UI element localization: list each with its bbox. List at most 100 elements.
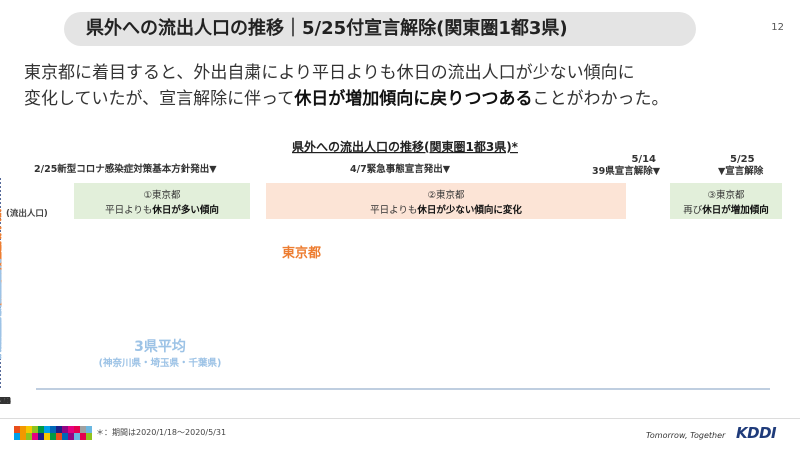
- phase-title: ①東京都: [143, 189, 181, 201]
- brand-dots-logo: [14, 426, 92, 440]
- event-label: 4/7緊急事態宣言発出▼: [350, 163, 451, 175]
- summary-line-1: 東京都に着目すると、外出自粛により平日よりも休日の流出人口が少ない傾向に: [24, 63, 635, 83]
- data-point: [0, 320, 2, 324]
- data-point: [0, 308, 2, 311]
- event-date-label: 5/14: [631, 154, 656, 165]
- phase-box-bg: [266, 183, 626, 219]
- phase-title: ③東京都: [707, 189, 745, 201]
- x-tick-label: 5/30: [0, 396, 11, 407]
- brand-tagline: Tomorrow, Together: [646, 431, 726, 440]
- x-tick-label: 5/23: [0, 396, 11, 407]
- summary-line-2-emphasis: 休日が増加傾向に戻りつつある: [294, 89, 533, 109]
- data-point: [0, 333, 2, 337]
- data-point: [0, 331, 2, 335]
- title-bar: [64, 12, 696, 46]
- x-tick-label: 4/18: [0, 396, 11, 407]
- x-tick-label: 4/4: [0, 396, 8, 407]
- phase-text-emphasis: 休日が増加傾向: [701, 204, 769, 216]
- x-tick-label: 3/14: [0, 396, 11, 407]
- x-tick-label: 2/1: [0, 396, 8, 407]
- brand-logo: KDDI: [736, 424, 777, 442]
- x-tick-label: 4/25: [0, 396, 11, 407]
- x-tick-label: 1/18: [0, 396, 11, 407]
- footer-divider: [0, 418, 800, 419]
- data-point: [0, 347, 2, 350]
- series-label-tokyo: 東京都: [282, 245, 321, 261]
- data-point: [0, 209, 2, 212]
- phase-text-a: 平日よりも: [105, 205, 152, 216]
- data-point: [0, 254, 2, 258]
- data-point: [0, 214, 2, 218]
- data-point: [0, 246, 2, 249]
- summary-line-2: 変化していたが、宣言解除に伴って休日が増加傾向に戻りつつあることがわかった。: [24, 86, 668, 112]
- chart-title: 県外への流出人口の推移(関東圏1都3県)*: [292, 139, 519, 154]
- x-tick-label: 3/28: [0, 396, 11, 407]
- phase-text-emphasis: 休日が少ない傾向に変化: [416, 204, 522, 216]
- event-date-label: 5/25: [730, 154, 755, 165]
- data-point: [0, 288, 2, 292]
- phase-description: 平日よりも休日が少ない傾向に変化: [370, 204, 522, 216]
- phase-title: ②東京都: [427, 189, 465, 201]
- data-point: [0, 212, 2, 216]
- phase-box-bg: [74, 183, 250, 219]
- data-point: [0, 226, 2, 229]
- series-labels: 東京都 3県平均 (神奈川県・埼玉県・千葉県): [99, 245, 321, 369]
- phase-description: 再び休日が増加傾向: [683, 204, 769, 216]
- data-point: [0, 285, 2, 289]
- data-point: [0, 301, 2, 304]
- x-tick-label: 3/7: [0, 396, 8, 407]
- data-point: [0, 273, 2, 276]
- data-point: [0, 236, 2, 240]
- data-point: [0, 304, 2, 308]
- x-tick-label: 2/29: [0, 396, 11, 407]
- y-axis-label: (流出人口): [6, 208, 48, 219]
- data-point: [0, 233, 2, 237]
- data-point: [0, 336, 2, 340]
- data-point: [0, 349, 2, 353]
- x-tick-label: 2/8: [0, 396, 8, 407]
- phase-text-emphasis: 休日が多い傾向: [151, 204, 219, 216]
- page-number: 12: [771, 22, 784, 33]
- x-tick-label: 2/15: [0, 396, 11, 407]
- line-chart: ①東京都平日よりも休日が多い傾向②東京都平日よりも休日が少ない傾向に変化③東京都…: [0, 139, 782, 407]
- x-tick-label: 3/21: [0, 396, 11, 407]
- phase-box-bg: [670, 183, 782, 219]
- data-point: [0, 241, 2, 245]
- data-point: [0, 282, 2, 286]
- x-tick-label: 5/2: [0, 396, 8, 407]
- footnote: ＊：期間は2020/1/18～2020/5/31: [96, 428, 227, 437]
- event-label: 2/25新型コロナ感染症対策基本方針発出▼: [34, 163, 217, 175]
- data-point: [0, 323, 2, 327]
- event-label: ▼宣言解除: [718, 165, 764, 177]
- x-tick-label: 2/22: [0, 396, 11, 407]
- event-markers: 2/25新型コロナ感染症対策基本方針発出▼ 4/7緊急事態宣言発出▼ 5/1439県…: [0, 154, 764, 388]
- x-tick-label: 4/11: [0, 396, 11, 407]
- data-point: [0, 327, 2, 330]
- page-title: 県外への流出人口の推移｜5/25付宣言解除(関東圏1都3県): [86, 18, 568, 39]
- data-point: [0, 258, 2, 262]
- data-point: [0, 265, 2, 269]
- x-tick-label: 1/25: [0, 396, 11, 407]
- data-point: [0, 317, 2, 320]
- summary-text: 東京都に着目すると、外出自粛により平日よりも休日の流出人口が少ない傾向に 変化し…: [24, 60, 668, 112]
- x-tick-label: 5/16: [0, 396, 11, 407]
- data-point: [0, 277, 2, 281]
- data-point: [0, 354, 2, 357]
- x-tick-labels: 1/181/252/12/82/152/222/293/73/143/213/2…: [0, 396, 11, 407]
- data-point: [0, 293, 2, 297]
- summary-line-2-c: ことがわかった。: [532, 89, 669, 109]
- phase-boxes: ①東京都平日よりも休日が多い傾向②東京都平日よりも休日が少ない傾向に変化③東京都…: [74, 183, 782, 219]
- phase-description: 平日よりも休日が多い傾向: [105, 204, 219, 216]
- summary-line-2-a: 変化していたが、宣言解除に伴って: [24, 89, 295, 109]
- x-tick-label: 5/9: [0, 396, 8, 407]
- data-point: [0, 218, 2, 222]
- data-point: [0, 343, 2, 347]
- series-sublabel-3pref: (神奈川県・埼玉県・千葉県): [99, 357, 222, 369]
- series-lines: [0, 209, 2, 360]
- series-label-3pref: 3県平均: [134, 338, 186, 355]
- event-label: 39県宣言解除▼: [592, 165, 661, 177]
- phase-text-a: 平日よりも: [370, 205, 417, 216]
